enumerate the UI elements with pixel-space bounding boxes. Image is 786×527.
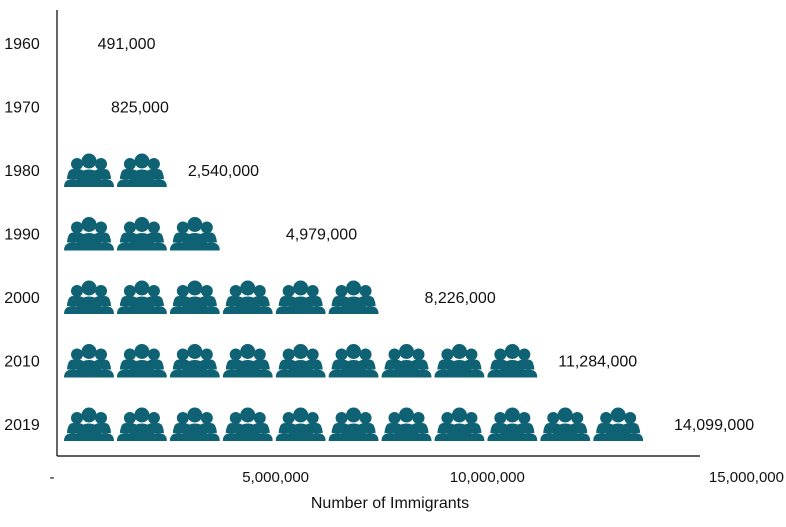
people-group-icon	[275, 344, 326, 378]
value-label: 491,000	[98, 36, 156, 53]
category-label: 2000	[4, 290, 40, 307]
row-1990: 1990 4,979,000	[4, 217, 357, 251]
x-tick-label: 5,000,000	[242, 469, 309, 486]
people-group-icon	[222, 344, 273, 378]
people-group-icon	[434, 407, 485, 441]
people-group-icon	[169, 407, 220, 441]
partial-people-group-icon	[64, 90, 97, 124]
people-group-icon	[116, 407, 167, 441]
people-group-icon	[275, 280, 326, 314]
x-ticks: - 5,000,000 10,000,000 15,000,000	[50, 469, 785, 486]
category-label: 1960	[4, 36, 40, 53]
people-group-icon	[64, 217, 114, 251]
category-label: 1970	[4, 100, 40, 117]
people-group-icon	[116, 280, 167, 314]
x-tick-label: -	[50, 469, 55, 486]
people-group-icon	[116, 153, 167, 187]
x-tick-label: 10,000,000	[450, 469, 525, 486]
row-2019: 2019 14,099,000	[4, 407, 754, 441]
people-group-icon	[169, 280, 220, 314]
people-group-icon	[593, 407, 644, 441]
people-group-icon	[381, 407, 432, 441]
row-1970: 1970 825,000	[4, 90, 169, 124]
people-group-icon	[275, 407, 326, 441]
people-group-icon	[434, 344, 485, 378]
category-label: 1990	[4, 227, 40, 244]
people-group-icon	[64, 153, 114, 187]
people-group-icon	[222, 280, 273, 314]
people-group-icon	[328, 344, 379, 378]
people-group-icon	[169, 217, 220, 251]
value-label: 825,000	[111, 100, 169, 117]
value-label: 8,226,000	[425, 290, 496, 307]
category-label: 1980	[4, 163, 40, 180]
people-group-icon	[116, 217, 167, 251]
people-group-icon	[116, 344, 167, 378]
people-group-icon	[64, 407, 114, 441]
people-group-icon	[222, 407, 273, 441]
people-group-icon	[487, 344, 538, 378]
people-group-icon	[381, 344, 432, 378]
people-group-icon	[328, 407, 379, 441]
x-axis-title: Number of Immigrants	[311, 495, 469, 512]
category-label: 2010	[4, 354, 40, 371]
people-group-icon	[328, 280, 379, 314]
people-group-icon	[64, 280, 114, 314]
people-group-icon	[64, 344, 114, 378]
value-label: 2,540,000	[188, 163, 259, 180]
x-tick-label: 15,000,000	[709, 469, 784, 486]
partial-people-group-icon	[222, 217, 272, 251]
people-group-icon	[487, 407, 538, 441]
row-1980: 1980 2,540,000	[4, 153, 259, 187]
value-label: 4,979,000	[286, 227, 357, 244]
row-2000: 2000 8,226,000	[4, 280, 496, 314]
value-label: 14,099,000	[674, 417, 754, 434]
people-group-icon	[169, 344, 220, 378]
people-group-icon	[540, 407, 591, 441]
category-label: 2019	[4, 417, 40, 434]
row-2010: 2010 11,284,000	[4, 344, 637, 378]
axes	[56, 10, 700, 457]
value-label: 11,284,000	[558, 354, 637, 371]
row-1960: 1960 491,000	[4, 26, 156, 60]
pictograph-rows: 1960 491,000 1970 825,000 1980 2,540,000 1990 4…	[4, 26, 754, 441]
